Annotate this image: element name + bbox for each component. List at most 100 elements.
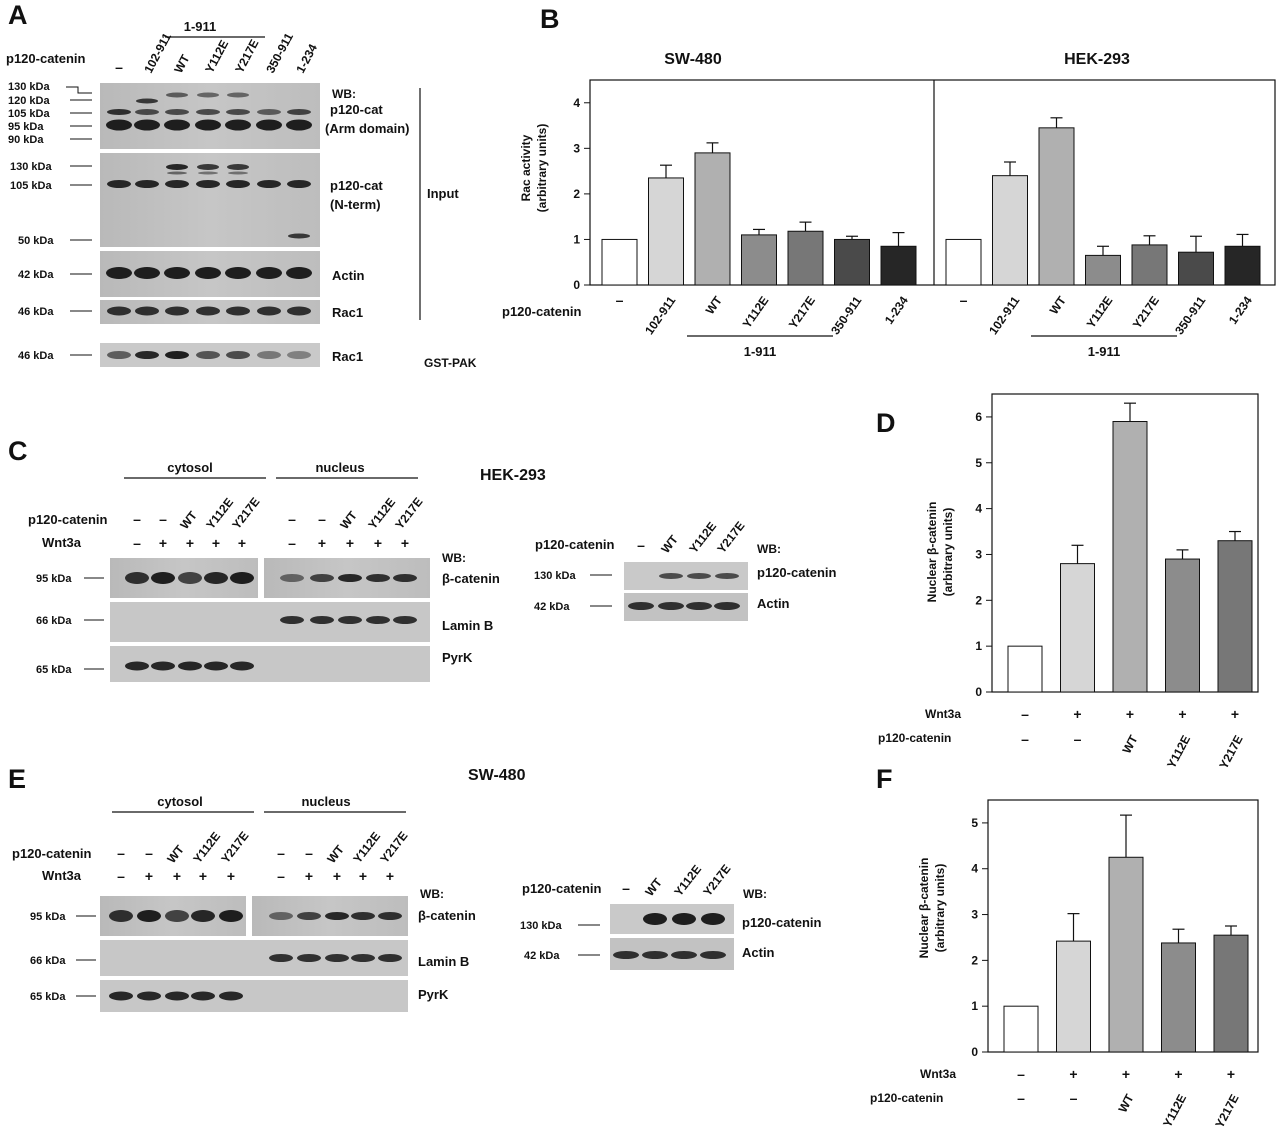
chart-b-category-label: WT (703, 293, 726, 317)
chart-d-bar (1112, 421, 1148, 693)
band-bcatenin (137, 910, 161, 922)
band-laminb (351, 954, 375, 962)
chart-b-bar (1085, 254, 1121, 286)
chart-f-row1-value: – (1017, 1066, 1025, 1082)
panel-e: SW-480 cytosol nucleus p120-catenin Wnt3… (12, 767, 822, 1012)
band-nterm-130 (197, 164, 219, 170)
wnt-lane-label: + (186, 535, 194, 551)
band-nterm-105 (165, 180, 189, 188)
chart-f-ytick-label: 4 (971, 862, 978, 876)
chart-f-row2-value: Y112E (1160, 1092, 1189, 1127)
chart-b-ytick-label: 3 (573, 141, 580, 155)
chart-d-bar (1060, 563, 1095, 693)
chart-b-xrow-label: p120-catenin (502, 304, 582, 319)
panel-c-cytosol: cytosol (167, 460, 213, 475)
wnt-lane-label: – (288, 535, 296, 551)
wnt-lane-label: + (227, 868, 235, 884)
band-105 (135, 109, 159, 115)
band-laminb (297, 954, 321, 962)
chart-d-row1-value: + (1178, 706, 1186, 722)
chart-d-bar (1165, 558, 1200, 693)
chart-d-ytick-label: 4 (975, 502, 982, 516)
chart-f-ytick-label: 5 (971, 816, 978, 830)
band-laminb (310, 616, 334, 624)
chart-b-bar (1038, 127, 1075, 286)
p120-lane-label: – (133, 511, 141, 527)
marker-a1-105: 105 kDa (8, 108, 50, 120)
band-105 (257, 109, 281, 115)
band-pyrk (165, 991, 189, 1001)
p120-lane-label: WT (177, 508, 200, 532)
band-95 (256, 119, 282, 131)
chart-d-row2-value: – (1021, 731, 1029, 747)
chart-b-category-label: – (616, 292, 624, 308)
chart-d-row1-value: + (1231, 706, 1239, 722)
wnt-lane-label: + (386, 868, 394, 884)
band-actin (286, 267, 312, 279)
chart-b-bar (992, 175, 1028, 286)
chart-d-row2-value: Y112E (1164, 733, 1193, 771)
chart-b-category-label: Y217E (1130, 294, 1162, 332)
marker-a2-130: 130 kDa (10, 161, 52, 173)
marker-a2-50: 50 kDa (18, 235, 54, 247)
chart-b-category-label: 102-911 (986, 293, 1023, 337)
panel-a-gst-pak-label: GST-PAK (424, 356, 477, 370)
chart-d-row2-value: Y217E (1216, 733, 1245, 771)
band-rac1 (196, 306, 220, 316)
inset-lane-label: Y112E (686, 519, 719, 555)
chart-f-ytick-label: 2 (971, 953, 978, 967)
band-bcatenin (204, 572, 228, 584)
panel-c-wnt-row-label: Wnt3a (42, 535, 82, 550)
p120-lane-label: – (145, 845, 153, 861)
band-bcatenin (219, 910, 243, 922)
band-rac1-pak (107, 351, 131, 359)
chart-b-ytick-label: 4 (573, 96, 580, 110)
chart-f-ytick-label: 0 (971, 1045, 978, 1059)
band-rac1 (226, 306, 250, 316)
wnt-lane-label: + (305, 868, 313, 884)
band-inset-actin (628, 602, 654, 610)
inset-lane-label: – (622, 880, 630, 896)
wnt-lane-label: + (401, 535, 409, 551)
chart-b-ylabel-2: (arbitrary units) (535, 124, 549, 213)
band-105 (107, 109, 131, 115)
panel-e-wnt-row-label: Wnt3a (42, 868, 82, 883)
band-pyrk (219, 991, 243, 1001)
chart-f-row1-value: + (1227, 1066, 1235, 1082)
band-rac1-pak (165, 351, 189, 359)
chart-f-row2-label: p120-catenin (870, 1091, 943, 1105)
c-inset-wb-label: WB: (757, 542, 781, 556)
label-nterm-2: (N-term) (330, 197, 381, 212)
marker-a2-105: 105 kDa (10, 180, 52, 192)
band-nterm-130b (167, 171, 187, 175)
e-inset-row-label: p120-catenin (522, 881, 602, 896)
panel-c: HEK-293 cytosol nucleus p120-catenin Wnt… (28, 460, 837, 682)
chart-f-row2-value: – (1070, 1090, 1078, 1106)
e-inset-marker-42: 42 kDa (524, 950, 560, 962)
chart-b-category-label: Y112E (740, 294, 772, 331)
p120-lane-label: – (159, 511, 167, 527)
chart-b-bar (945, 238, 982, 286)
e-label-bcat: β-catenin (418, 908, 476, 923)
chart-f-ytick-label: 3 (971, 908, 978, 922)
band-nterm-105 (107, 180, 131, 188)
panel-e-wb-label: WB: (420, 887, 444, 901)
band-inset-p120 (643, 913, 667, 925)
panel-c-cell-line: HEK-293 (480, 467, 546, 484)
band-actin (134, 267, 160, 279)
band-pyrk (230, 661, 254, 671)
construct-label: WT (171, 52, 192, 76)
chart-b-group-label: 1-911 (1088, 344, 1121, 359)
band-nterm-130 (166, 164, 188, 170)
p120-lane-label: Y112E (190, 829, 223, 865)
band-95 (225, 119, 251, 131)
band-rac1 (287, 306, 311, 316)
p120-lane-label: – (305, 845, 313, 861)
band-actin (164, 267, 190, 279)
band-bcatenin (310, 574, 334, 582)
panel-a-input-label: Input (427, 186, 459, 201)
e-label-laminb: Lamin B (418, 954, 469, 969)
e-inset-marker-130: 130 kDa (520, 920, 562, 932)
band-rac1-pak (226, 351, 250, 359)
